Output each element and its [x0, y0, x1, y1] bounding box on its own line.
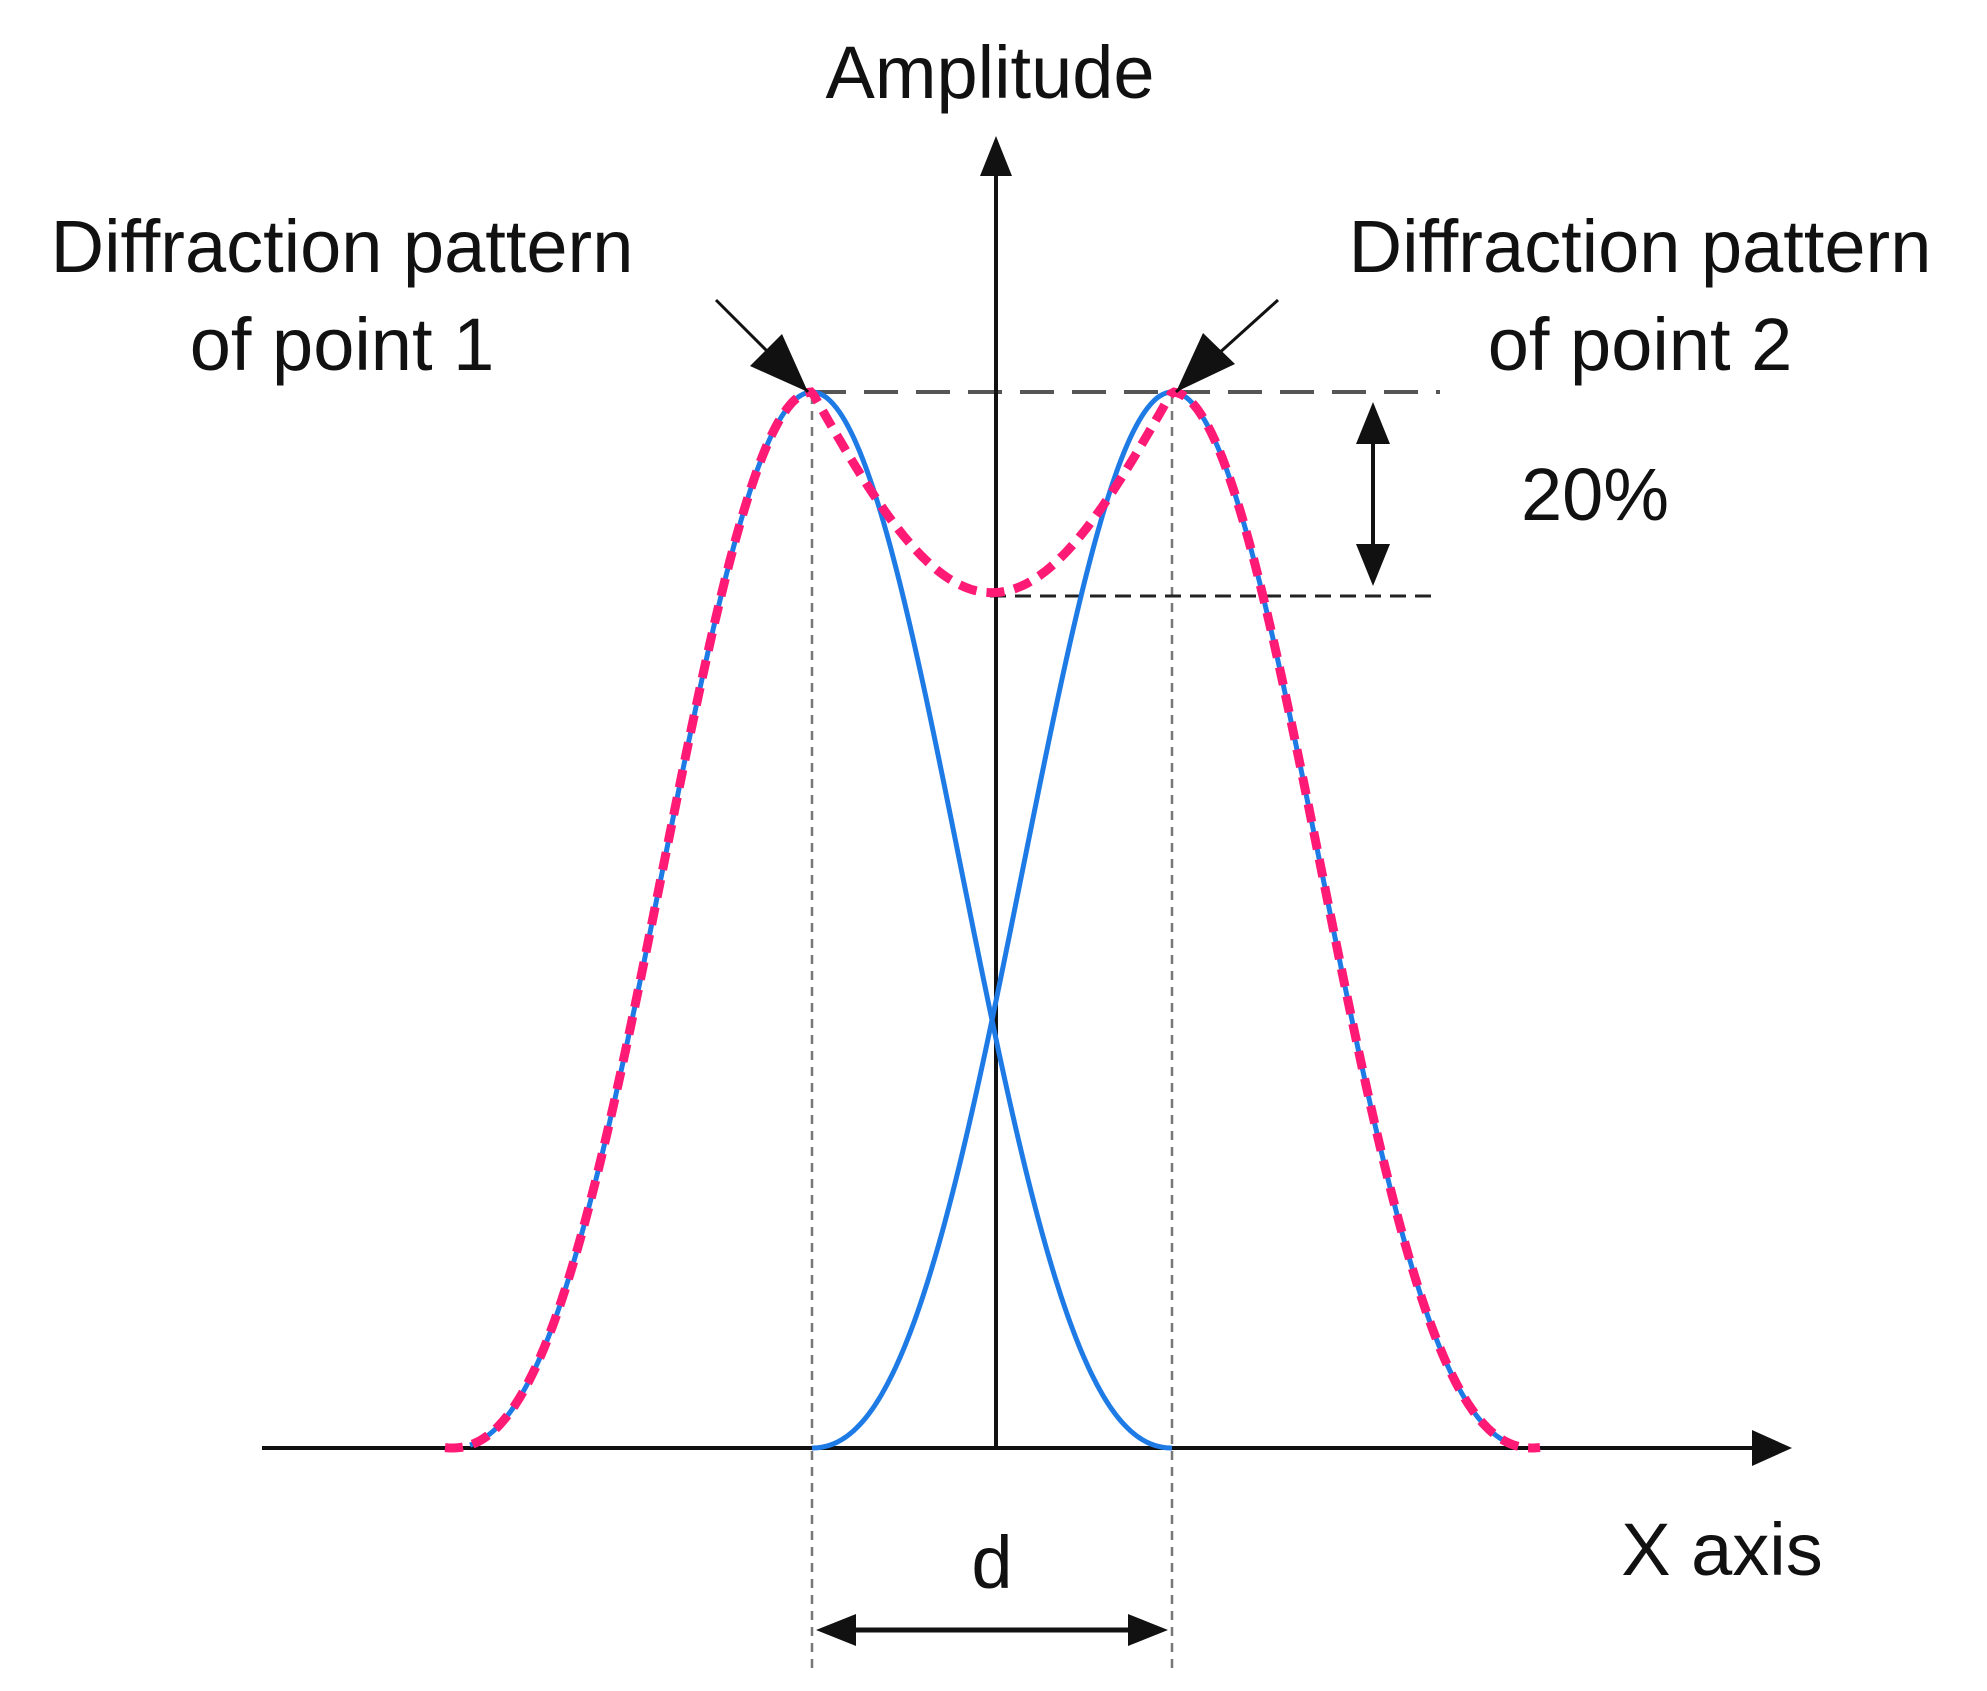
- dip-percentage-label: 20%: [1521, 453, 1669, 536]
- y-axis-label: Amplitude: [825, 31, 1154, 114]
- x-axis-label: X axis: [1621, 1508, 1823, 1591]
- pointer-arrowhead-point-2: [1176, 333, 1235, 392]
- separation-arrowhead-left: [816, 1614, 856, 1646]
- separation-arrowhead-right: [1128, 1614, 1168, 1646]
- combined-pattern-curve: [444, 387, 1541, 1453]
- x-axis-arrowhead: [1752, 1430, 1792, 1466]
- pointer-arrowhead-point-1: [750, 334, 808, 392]
- separation-label: d: [971, 1521, 1012, 1604]
- point-2-label-line-2: of point 2: [1488, 303, 1792, 386]
- point-2-label-line-1: Diffraction pattern: [1349, 205, 1932, 288]
- point-1-label-line-1: Diffraction pattern: [51, 205, 634, 288]
- y-axis-arrowhead: [980, 136, 1012, 176]
- point-1-label-line-2: of point 1: [190, 303, 494, 386]
- dip-arrowhead-bottom: [1356, 544, 1390, 586]
- dip-arrowhead-top: [1356, 402, 1390, 444]
- diffraction-curve-point-2: [811, 389, 1515, 1451]
